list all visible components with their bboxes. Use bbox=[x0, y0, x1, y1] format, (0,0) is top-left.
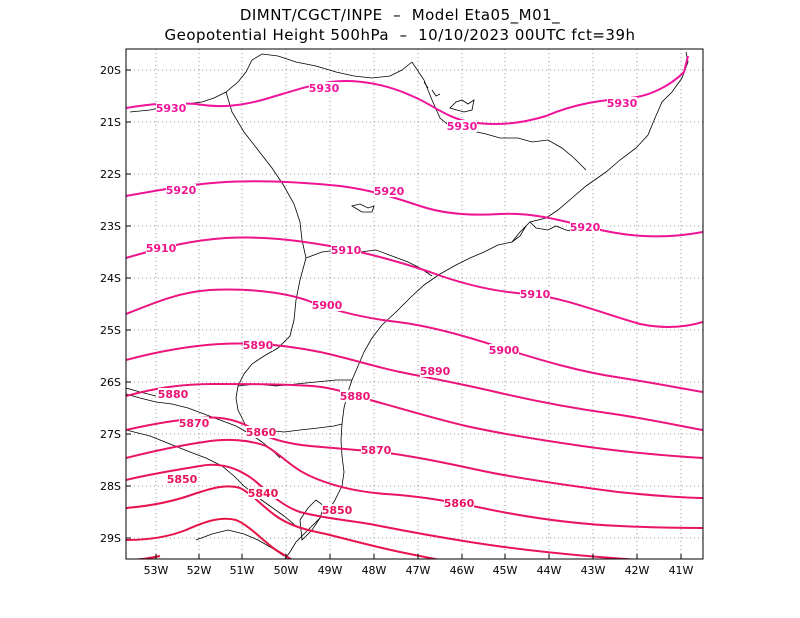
contour-label: 5850 bbox=[167, 473, 198, 486]
plot-frame bbox=[125, 48, 704, 560]
contour-label: 5880 bbox=[340, 390, 371, 403]
contour-5930 bbox=[126, 55, 689, 125]
contour-label-background bbox=[374, 185, 404, 197]
map-title-line-1: DIMNT/CGCT/INPE – Model Eta05_M01_ bbox=[239, 6, 561, 24]
lat-label: 21S bbox=[100, 116, 121, 129]
lat-label: 23S bbox=[100, 220, 121, 233]
lon-label: 43W bbox=[581, 564, 606, 577]
contour-label: 5930 bbox=[447, 120, 478, 133]
contour-label: 5910 bbox=[331, 244, 362, 257]
lon-label: 51W bbox=[230, 564, 255, 577]
contour-label-background bbox=[243, 339, 273, 351]
lon-label: 44W bbox=[537, 564, 562, 577]
contour-label-background bbox=[158, 388, 188, 400]
lat-label: 27S bbox=[100, 428, 121, 441]
lon-label: 41W bbox=[669, 564, 694, 577]
lon-label: 50W bbox=[274, 564, 299, 577]
contour-label-background bbox=[447, 120, 477, 132]
contour-label: 5920 bbox=[374, 185, 405, 198]
contour-5880 bbox=[126, 382, 703, 459]
contour-label-background bbox=[146, 242, 176, 254]
lat-label: 20S bbox=[100, 64, 121, 77]
contour-label-background bbox=[420, 365, 450, 377]
contour-label: 5860 bbox=[444, 497, 475, 510]
contour-label: 5920 bbox=[166, 184, 197, 197]
contour-label-background bbox=[361, 444, 391, 456]
lat-label: 26S bbox=[100, 376, 121, 389]
contour-label-background bbox=[444, 497, 474, 509]
lat-label: 25S bbox=[100, 324, 121, 337]
contour-label-background bbox=[166, 184, 196, 196]
contour-label-background bbox=[167, 473, 197, 485]
lon-label: 53W bbox=[144, 564, 169, 577]
coastline-and-borders bbox=[126, 51, 689, 559]
contour-label-background bbox=[312, 299, 342, 311]
contour-label: 5870 bbox=[179, 417, 210, 430]
lat-label: 24S bbox=[100, 272, 121, 285]
contour-label: 5910 bbox=[146, 242, 177, 255]
longitude-labels: 53W 52W 51W 50W 49W 48W 47W 46W 45W 44W 43W 42W 41W bbox=[144, 564, 694, 577]
lon-label: 48W bbox=[362, 564, 387, 577]
contour-label-background bbox=[248, 487, 278, 499]
contour-5860 bbox=[126, 438, 703, 529]
contour-label-background bbox=[179, 417, 209, 429]
contour-label: 5920 bbox=[570, 221, 601, 234]
contour-label-background bbox=[156, 102, 186, 114]
contour-label: 5930 bbox=[607, 97, 638, 110]
contour-label-background bbox=[322, 504, 352, 516]
lon-label: 52W bbox=[187, 564, 212, 577]
contour-label: 5840 bbox=[248, 487, 279, 500]
lon-label: 47W bbox=[406, 564, 431, 577]
contour-label: 5900 bbox=[312, 299, 343, 312]
contour-label: 5890 bbox=[420, 365, 451, 378]
contour-label: 5870 bbox=[361, 444, 392, 457]
contour-label: 5890 bbox=[243, 339, 274, 352]
lat-label: 22S bbox=[100, 168, 121, 181]
lat-label: 29S bbox=[100, 532, 121, 545]
contour-label: 5910 bbox=[520, 288, 551, 301]
axis-ticks bbox=[126, 69, 682, 559]
contour-label: 5900 bbox=[489, 344, 520, 357]
contour-5920 bbox=[126, 180, 703, 238]
contour-label-background bbox=[309, 82, 339, 94]
contour-5850 bbox=[126, 463, 641, 559]
contour-label: 5860 bbox=[246, 426, 277, 439]
contour-5830 bbox=[126, 517, 293, 559]
contour-label: 5930 bbox=[156, 102, 187, 115]
contour-label-background bbox=[570, 221, 600, 233]
contour-label-background bbox=[607, 97, 637, 109]
contour-5900 bbox=[126, 288, 703, 393]
lat-lon-grid bbox=[126, 49, 703, 559]
contour-label-background bbox=[520, 288, 550, 300]
contour-label: 5850 bbox=[322, 504, 353, 517]
contour-5840 bbox=[126, 485, 441, 559]
contour-5910 bbox=[126, 236, 703, 329]
contour-label-background bbox=[246, 426, 276, 438]
contour-label: 5930 bbox=[309, 82, 340, 95]
contour-label: 5880 bbox=[158, 388, 189, 401]
contour-label-background bbox=[489, 344, 519, 356]
lon-label: 46W bbox=[450, 564, 475, 577]
lon-label: 42W bbox=[625, 564, 650, 577]
contour-label-background bbox=[331, 244, 361, 256]
contour-label-background bbox=[340, 390, 370, 402]
lon-label: 45W bbox=[493, 564, 518, 577]
latitude-labels: 20S 21S 22S 23S 24S 25S 26S 27S 28S 29S bbox=[100, 64, 121, 545]
map-title-line-2: Geopotential Height 500hPa – 10/10/2023 … bbox=[164, 26, 636, 44]
contour-5890 bbox=[126, 342, 703, 431]
contour-labels: 5930 5930 5930 5930 5920 5920 5920 5910 5910 5910… bbox=[146, 82, 638, 517]
lat-label: 28S bbox=[100, 480, 121, 493]
lon-label: 49W bbox=[318, 564, 343, 577]
